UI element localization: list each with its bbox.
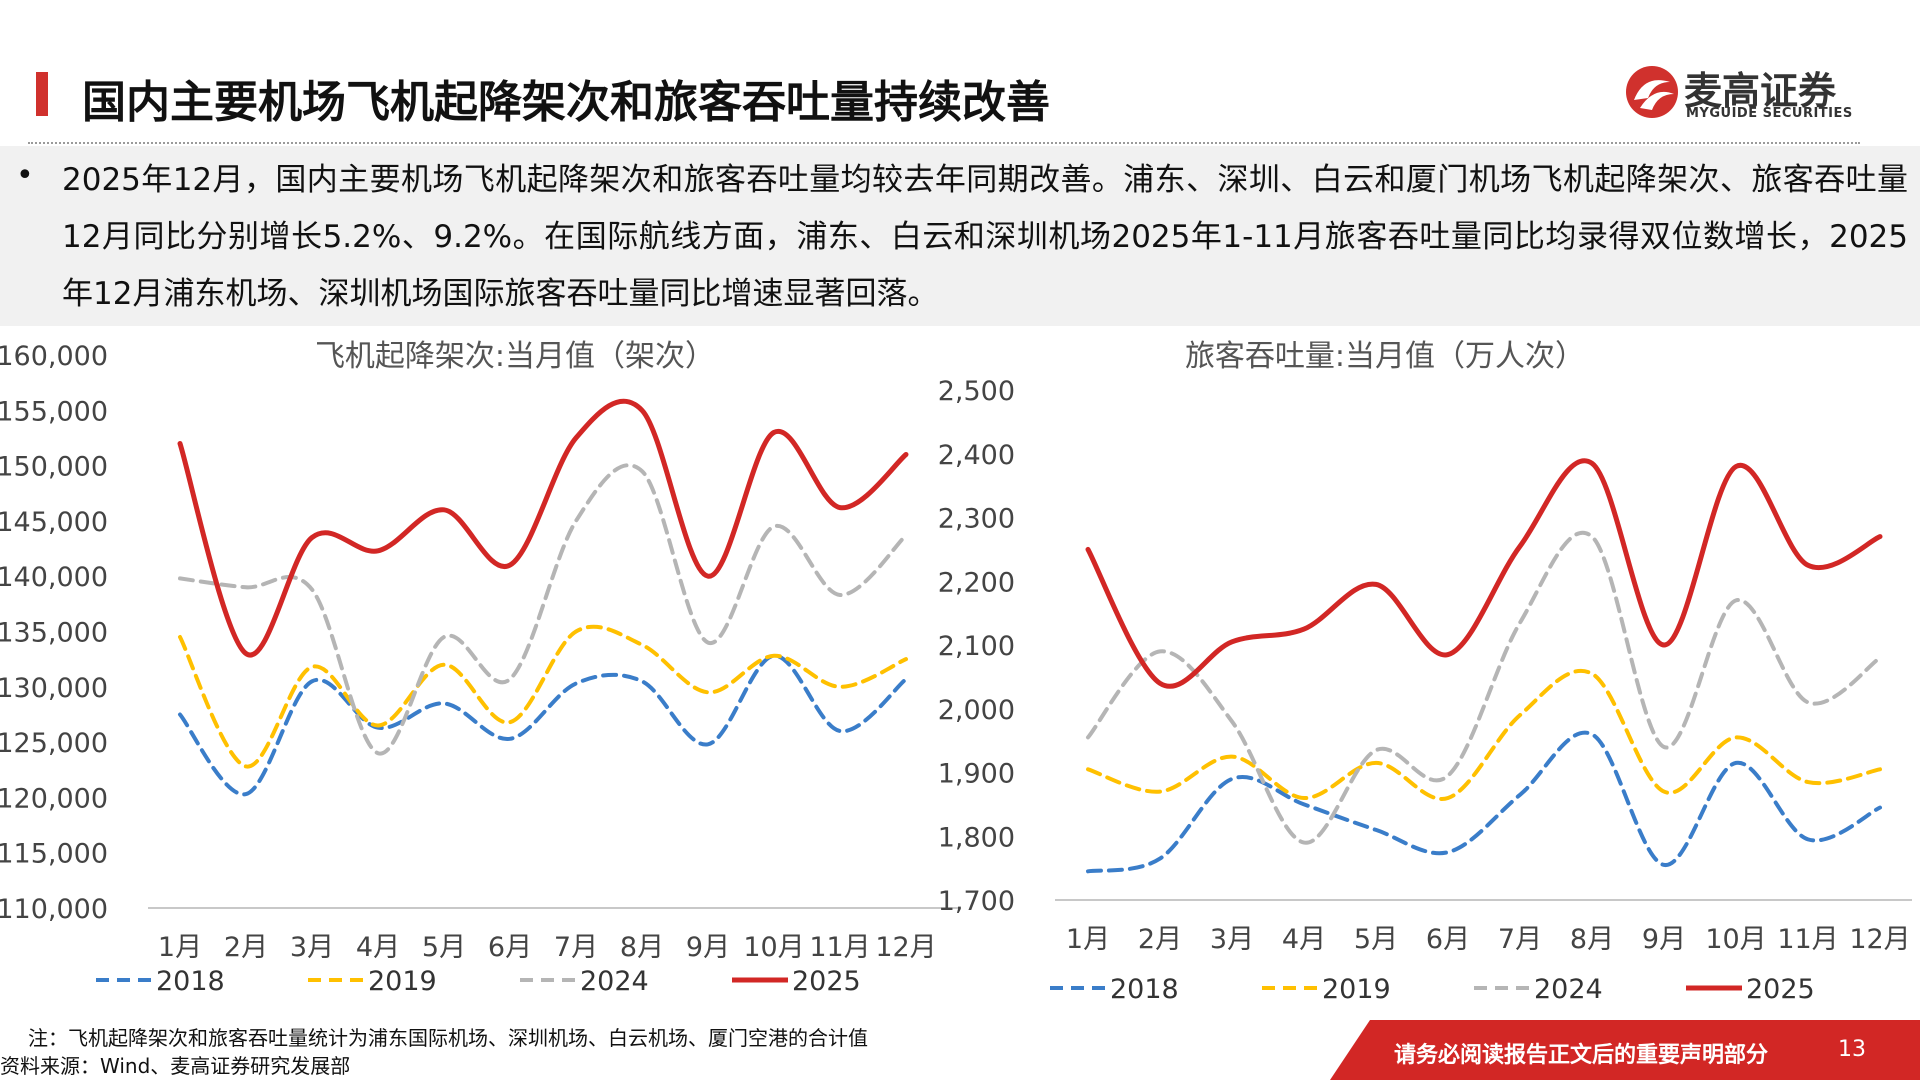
legend-label: 2018 bbox=[1110, 974, 1179, 1005]
series-line-2024 bbox=[1086, 530, 1882, 845]
myguide-logo-icon bbox=[1626, 66, 1678, 118]
logo-name: 麦高证券 bbox=[1684, 69, 1837, 113]
chart-title: 旅客吞吐量:当月值（万人次） bbox=[1185, 339, 1585, 374]
legend-label: 2019 bbox=[1322, 974, 1391, 1005]
disclaimer-banner: 请务必阅读报告正文后的重要声明部分 13 bbox=[1330, 1020, 1920, 1080]
y-tick-label: 140,000 bbox=[0, 562, 108, 593]
legend-label: 2019 bbox=[368, 966, 437, 997]
summary-box: • 2025年12月，国内主要机场飞机起降架次和旅客吞吐量均较去年同期改善。浦东… bbox=[0, 146, 1920, 326]
header-divider bbox=[28, 142, 1860, 144]
y-tick-label: 120,000 bbox=[0, 783, 108, 814]
y-tick-label: 115,000 bbox=[0, 839, 108, 870]
legend-label: 2024 bbox=[580, 966, 649, 997]
x-tick-label: 1月 bbox=[1066, 924, 1110, 955]
page-title: 国内主要机场飞机起降架次和旅客吞吐量持续改善 bbox=[82, 77, 1050, 128]
y-tick-label: 2,100 bbox=[938, 631, 1015, 662]
series-line-2019 bbox=[1086, 668, 1882, 801]
y-tick-label: 160,000 bbox=[0, 341, 108, 372]
x-tick-label: 11月 bbox=[1777, 924, 1838, 955]
chart-passenger-throughput: 旅客吞吐量:当月值（万人次） 1,700 1,800 1,900 2,000 2,100 2… bbox=[938, 339, 1912, 1005]
legend-label: 2025 bbox=[1746, 974, 1815, 1005]
x-tick-label: 12月 bbox=[1849, 924, 1910, 955]
x-tick-label: 9月 bbox=[1642, 924, 1686, 955]
y-tick-label: 2,200 bbox=[938, 567, 1015, 598]
y-tick-label: 145,000 bbox=[0, 507, 108, 538]
y-tick-label: 1,800 bbox=[938, 822, 1015, 853]
page-number: 13 bbox=[1838, 1037, 1866, 1062]
series-line-2025 bbox=[1085, 458, 1883, 689]
series-line-2018 bbox=[178, 653, 908, 797]
x-tick-label: 2月 bbox=[1138, 924, 1182, 955]
y-tick-label: 2,500 bbox=[938, 376, 1015, 407]
logo-subtitle: MYGUIDE SECURITIES bbox=[1686, 106, 1853, 121]
y-tick-label: 135,000 bbox=[0, 618, 108, 649]
y-tick-label: 2,300 bbox=[938, 504, 1015, 535]
x-tick-label: 7月 bbox=[554, 932, 598, 963]
series-line-2018 bbox=[1086, 730, 1882, 874]
legend-label: 2024 bbox=[1534, 974, 1603, 1005]
y-tick-label: 130,000 bbox=[0, 673, 108, 704]
x-tick-label: 8月 bbox=[1570, 924, 1614, 955]
chart-title: 飞机起降架次:当月值（架次） bbox=[315, 339, 715, 374]
title-accent-bar bbox=[36, 72, 48, 116]
legend-label: 2018 bbox=[156, 966, 225, 997]
x-tick-label: 10月 bbox=[1705, 924, 1766, 955]
x-tick-label: 3月 bbox=[290, 932, 334, 963]
y-tick-label: 2,000 bbox=[938, 695, 1015, 726]
series-line-2024 bbox=[178, 463, 908, 756]
x-tick-label: 12月 bbox=[875, 932, 936, 963]
x-tick-label: 10月 bbox=[743, 932, 804, 963]
x-tick-label: 4月 bbox=[1282, 924, 1326, 955]
y-tick-label: 110,000 bbox=[0, 894, 108, 925]
x-tick-label: 1月 bbox=[158, 932, 202, 963]
series-line-2025 bbox=[177, 398, 909, 658]
chart-takeoffs-landings: 飞机起降架次:当月值（架次） 110,000 115,000 120,000 125,0… bbox=[0, 339, 960, 997]
x-tick-label: 9月 bbox=[686, 932, 730, 963]
footer-note: 注：飞机起降架次和旅客吞吐量统计为浦东国际机场、深圳机场、白云机场、厦门空港的合… bbox=[28, 1026, 868, 1050]
x-tick-label: 6月 bbox=[488, 932, 532, 963]
series-line-2019 bbox=[178, 624, 908, 769]
company-logo: 麦高证券 MYGUIDE SECURITIES bbox=[1624, 58, 1884, 128]
y-tick-label: 125,000 bbox=[0, 728, 108, 759]
y-tick-label: 150,000 bbox=[0, 452, 108, 483]
x-tick-label: 5月 bbox=[422, 932, 466, 963]
x-tick-label: 5月 bbox=[1354, 924, 1398, 955]
y-tick-label: 155,000 bbox=[0, 396, 108, 427]
y-tick-label: 1,900 bbox=[938, 759, 1015, 790]
x-tick-label: 3月 bbox=[1210, 924, 1254, 955]
bullet-icon: • bbox=[16, 158, 34, 193]
legend-label: 2025 bbox=[792, 966, 861, 997]
x-tick-label: 11月 bbox=[809, 932, 870, 963]
x-tick-label: 7月 bbox=[1498, 924, 1542, 955]
x-tick-label: 6月 bbox=[1426, 924, 1470, 955]
footer-source: 资料来源：Wind、麦高证券研究发展部 bbox=[0, 1054, 351, 1078]
x-tick-label: 8月 bbox=[620, 932, 664, 963]
y-tick-label: 2,400 bbox=[938, 440, 1015, 471]
disclaimer-text: 请务必阅读报告正文后的重要声明部分 bbox=[1394, 1043, 1769, 1068]
x-tick-label: 2月 bbox=[224, 932, 268, 963]
summary-text: 2025年12月，国内主要机场飞机起降架次和旅客吞吐量均较去年同期改善。浦东、深… bbox=[62, 162, 1908, 312]
y-tick-label: 1,700 bbox=[938, 886, 1015, 917]
x-tick-label: 4月 bbox=[356, 932, 400, 963]
